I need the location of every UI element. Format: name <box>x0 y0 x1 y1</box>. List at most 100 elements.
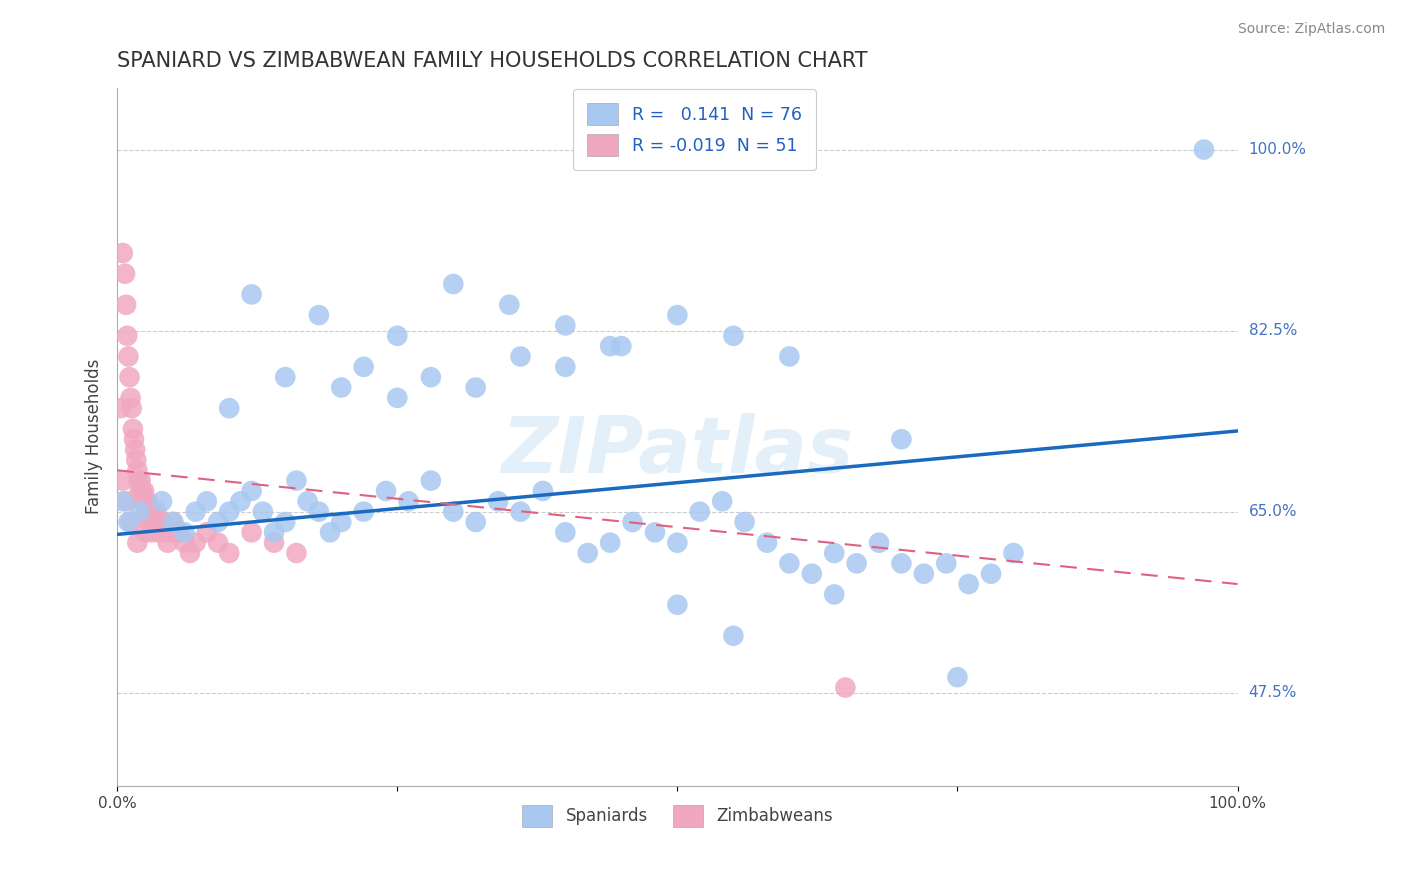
Point <box>285 546 308 560</box>
Point <box>353 505 375 519</box>
Point <box>387 328 409 343</box>
Point <box>353 359 375 374</box>
Point <box>297 494 319 508</box>
Point <box>117 328 139 343</box>
Point <box>610 339 633 353</box>
Point <box>823 587 845 601</box>
Point <box>723 328 745 343</box>
Point <box>946 670 969 684</box>
Point <box>141 525 163 540</box>
Point <box>117 350 139 364</box>
Point <box>576 546 599 560</box>
Point <box>110 401 132 416</box>
Text: 82.5%: 82.5% <box>1249 323 1296 338</box>
Point <box>167 525 190 540</box>
Point <box>845 557 868 571</box>
Point <box>935 557 957 571</box>
Point <box>1002 546 1025 560</box>
Point <box>218 401 240 416</box>
Point <box>115 298 138 312</box>
Point <box>509 350 531 364</box>
Point <box>554 318 576 333</box>
Point <box>464 380 486 394</box>
Point <box>145 505 167 519</box>
Point <box>138 515 160 529</box>
Point <box>285 474 308 488</box>
Point <box>800 566 823 581</box>
Point <box>554 359 576 374</box>
Point <box>120 515 142 529</box>
Point <box>136 494 159 508</box>
Point <box>689 505 711 519</box>
Point <box>666 308 689 322</box>
Point <box>723 629 745 643</box>
Point <box>173 525 195 540</box>
Point <box>132 494 155 508</box>
Point <box>464 515 486 529</box>
Point <box>127 474 149 488</box>
Point <box>308 505 330 519</box>
Point <box>330 515 353 529</box>
Point <box>308 308 330 322</box>
Point <box>240 287 263 301</box>
Point <box>156 535 179 549</box>
Point <box>756 535 779 549</box>
Point <box>131 483 153 498</box>
Point <box>111 494 134 508</box>
Point <box>398 494 420 508</box>
Point <box>240 525 263 540</box>
Point <box>375 483 398 498</box>
Point <box>868 535 890 549</box>
Point <box>218 546 240 560</box>
Point <box>330 380 353 394</box>
Point <box>834 681 856 695</box>
Legend: Spaniards, Zimbabweans: Spaniards, Zimbabweans <box>516 798 839 833</box>
Text: 47.5%: 47.5% <box>1249 685 1296 700</box>
Text: Source: ZipAtlas.com: Source: ZipAtlas.com <box>1237 22 1385 37</box>
Point <box>778 557 800 571</box>
Point <box>162 515 184 529</box>
Point <box>125 453 148 467</box>
Point <box>319 525 342 540</box>
Point <box>162 515 184 529</box>
Point <box>117 515 139 529</box>
Point <box>184 505 207 519</box>
Point <box>179 546 201 560</box>
Point <box>218 505 240 519</box>
Text: SPANIARD VS ZIMBABWEAN FAMILY HOUSEHOLDS CORRELATION CHART: SPANIARD VS ZIMBABWEAN FAMILY HOUSEHOLDS… <box>117 51 868 70</box>
Point <box>134 525 156 540</box>
Point <box>778 350 800 364</box>
Point <box>153 525 176 540</box>
Point <box>114 267 136 281</box>
Point <box>599 339 621 353</box>
Point <box>129 474 152 488</box>
Point <box>207 515 229 529</box>
Point <box>121 401 143 416</box>
Point <box>115 494 138 508</box>
Point <box>263 535 285 549</box>
Text: 100.0%: 100.0% <box>1249 142 1306 157</box>
Point <box>621 515 644 529</box>
Point <box>139 505 162 519</box>
Point <box>148 525 170 540</box>
Point <box>240 483 263 498</box>
Y-axis label: Family Households: Family Households <box>86 359 103 515</box>
Point <box>124 442 146 457</box>
Point <box>441 505 464 519</box>
Point <box>229 494 252 508</box>
Point <box>419 370 441 384</box>
Point <box>666 535 689 549</box>
Point <box>173 535 195 549</box>
Point <box>498 298 520 312</box>
Point <box>274 370 297 384</box>
Point <box>160 525 183 540</box>
Point <box>509 505 531 519</box>
Point <box>138 505 160 519</box>
Point <box>127 535 149 549</box>
Point <box>957 577 980 591</box>
Point <box>711 494 734 508</box>
Point <box>644 525 666 540</box>
Point <box>120 391 142 405</box>
Point <box>252 505 274 519</box>
Point <box>890 557 912 571</box>
